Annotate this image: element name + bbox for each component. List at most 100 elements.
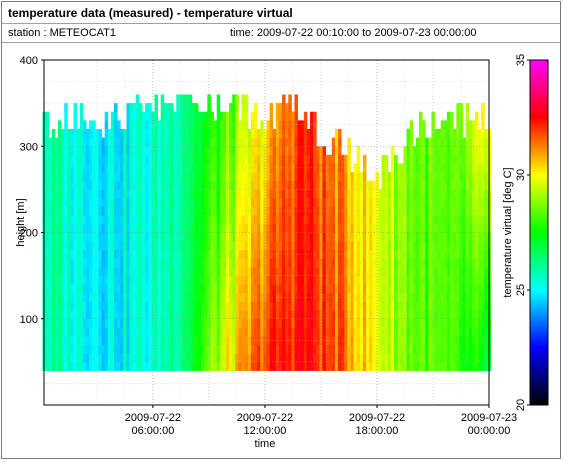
heatmap-cell bbox=[135, 103, 140, 113]
heatmap-cell bbox=[394, 353, 398, 363]
heatmap-cell bbox=[285, 267, 289, 277]
heatmap-cell bbox=[338, 318, 342, 328]
heatmap-cell bbox=[254, 241, 258, 251]
heatmap-cell bbox=[291, 310, 295, 320]
heatmap-cell bbox=[306, 223, 311, 233]
heatmap-cell bbox=[434, 258, 439, 268]
heatmap-cell bbox=[260, 267, 264, 277]
heatmap-cell bbox=[269, 344, 274, 354]
heatmap-cell bbox=[381, 275, 386, 285]
heatmap-cell bbox=[254, 180, 258, 190]
heatmap-cell bbox=[341, 198, 345, 208]
heatmap-cell bbox=[331, 172, 336, 182]
heatmap-cell bbox=[288, 292, 292, 302]
heatmap-cell bbox=[204, 232, 208, 242]
heatmap-cell bbox=[341, 267, 345, 277]
heatmap-cell bbox=[82, 310, 87, 320]
heatmap-cell bbox=[378, 318, 383, 328]
heatmap-cell bbox=[191, 336, 196, 346]
heatmap-cell bbox=[98, 163, 102, 173]
heatmap-cell bbox=[120, 189, 124, 199]
heatmap-cell bbox=[179, 172, 183, 182]
heatmap-cell bbox=[440, 137, 445, 147]
heatmap-cell bbox=[418, 336, 423, 346]
heatmap-cell bbox=[129, 146, 134, 156]
heatmap-cell bbox=[73, 172, 78, 182]
heatmap-cell bbox=[207, 206, 211, 216]
heatmap-cell bbox=[73, 318, 78, 328]
heatmap-cell bbox=[468, 275, 473, 285]
heatmap-cell bbox=[465, 198, 470, 208]
heatmap-cell bbox=[104, 336, 109, 346]
heatmap-cell bbox=[170, 318, 174, 328]
heatmap-cell bbox=[117, 232, 121, 242]
heatmap-cell bbox=[104, 258, 109, 268]
heatmap-cell bbox=[145, 232, 149, 242]
heatmap-cell bbox=[185, 336, 190, 346]
heatmap-cell bbox=[263, 206, 267, 216]
heatmap-cell bbox=[428, 310, 432, 320]
heatmap-cell bbox=[244, 206, 249, 216]
heatmap-cell bbox=[313, 284, 317, 294]
heatmap-cell bbox=[453, 353, 457, 363]
heatmap-cell bbox=[325, 163, 330, 173]
heatmap-cell bbox=[73, 146, 78, 156]
heatmap-cell bbox=[89, 189, 93, 199]
heatmap-cell bbox=[98, 310, 102, 320]
heatmap-cell bbox=[400, 241, 404, 251]
heatmap-cell bbox=[257, 206, 261, 216]
heatmap-cell bbox=[163, 163, 168, 173]
heatmap-cell bbox=[216, 137, 221, 147]
heatmap-cell bbox=[166, 189, 171, 199]
heatmap-cell bbox=[170, 120, 174, 130]
heatmap-cell bbox=[163, 198, 168, 208]
heatmap-cell bbox=[191, 267, 196, 277]
heatmap-cell bbox=[322, 258, 327, 268]
heatmap-cell bbox=[142, 361, 146, 371]
heatmap-cell bbox=[406, 154, 411, 164]
heatmap-cell bbox=[369, 180, 373, 190]
heatmap-cell bbox=[394, 189, 398, 199]
x-tick-label: 06:00:00 bbox=[132, 425, 175, 437]
heatmap-cell bbox=[341, 361, 345, 371]
heatmap-cell bbox=[67, 180, 71, 190]
heatmap-cell bbox=[173, 223, 177, 233]
heatmap-cell bbox=[260, 353, 264, 363]
heatmap-cell bbox=[148, 310, 152, 320]
heatmap-cell bbox=[269, 215, 274, 225]
heatmap-cell bbox=[204, 310, 208, 320]
heatmap-cell bbox=[219, 189, 224, 199]
heatmap-cell bbox=[300, 301, 305, 311]
heatmap-cell bbox=[188, 301, 193, 311]
heatmap-cell bbox=[82, 232, 87, 242]
heatmap-cell bbox=[406, 189, 411, 199]
x-tick-label: 18:00:00 bbox=[356, 425, 399, 437]
heatmap-cell bbox=[114, 284, 118, 294]
heatmap-cell bbox=[431, 129, 435, 139]
heatmap-cell bbox=[456, 129, 460, 139]
heatmap-cell bbox=[350, 292, 355, 302]
heatmap-cell bbox=[434, 198, 439, 208]
grid-lines bbox=[44, 60, 490, 405]
heatmap-cell bbox=[126, 249, 130, 259]
heatmap-cell bbox=[440, 189, 445, 199]
heatmap-cell bbox=[98, 232, 102, 242]
heatmap-cell bbox=[341, 344, 345, 354]
heatmap-cell bbox=[456, 292, 460, 302]
heatmap-cell bbox=[210, 232, 214, 242]
heatmap-cell bbox=[254, 198, 258, 208]
heatmap-cell bbox=[173, 154, 177, 164]
heatmap-cell bbox=[92, 154, 96, 164]
heatmap-cell bbox=[58, 249, 62, 259]
heatmap-cell bbox=[154, 241, 158, 251]
heatmap-cell bbox=[316, 327, 320, 337]
heatmap-cell bbox=[446, 310, 451, 320]
heatmap-cell bbox=[331, 361, 336, 371]
heatmap-cell bbox=[306, 336, 311, 346]
heatmap-cell bbox=[191, 129, 196, 139]
heatmap-cell bbox=[443, 120, 448, 130]
heatmap-cell bbox=[338, 327, 342, 337]
heatmap-cell bbox=[210, 146, 214, 156]
heatmap-cell bbox=[120, 336, 124, 346]
heatmap-cell bbox=[338, 353, 342, 363]
